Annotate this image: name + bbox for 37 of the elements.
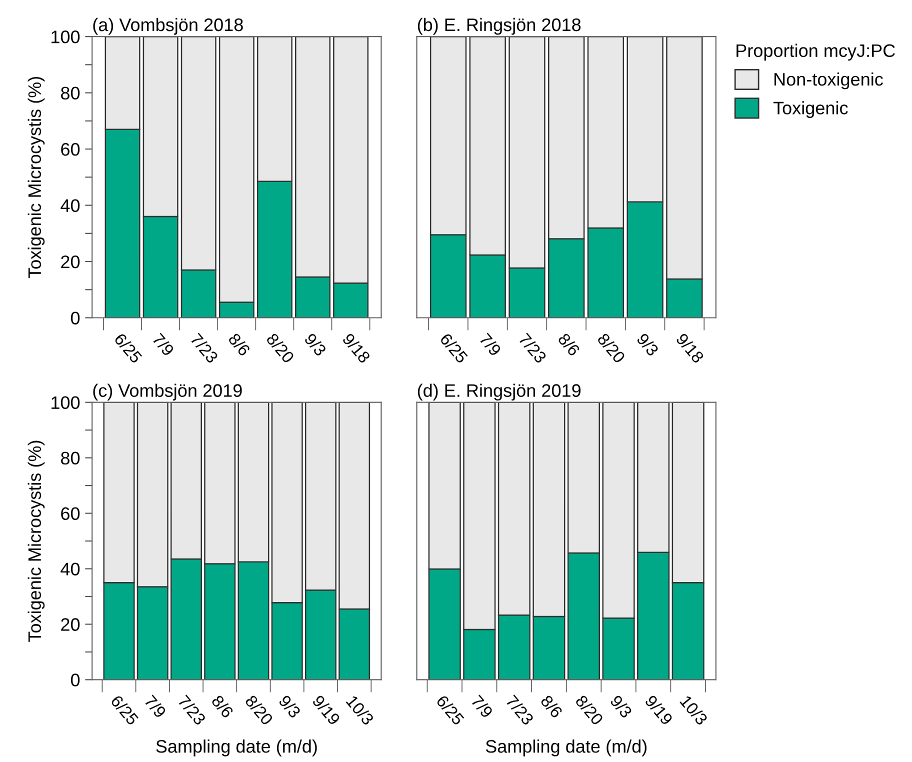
- y-tick-label: 60: [61, 142, 80, 156]
- chart-title: (b) E. Ringsjön 2018: [418, 18, 581, 35]
- x-tick-label: 7/9: [144, 694, 168, 719]
- x-axis-title: Sampling date (m/d): [156, 740, 317, 756]
- x-tick-label: 7/9: [152, 332, 175, 357]
- x-tick-label: 9/3: [304, 332, 328, 357]
- y-tick-label: 40: [60, 199, 80, 212]
- x-tick-label: 8/6: [557, 332, 581, 357]
- x-tick-label: 10/3: [680, 694, 708, 726]
- y-tick-label: 0: [70, 312, 80, 324]
- legend-label: Non-toxigenic: [774, 72, 883, 90]
- x-tick-label: 8/6: [210, 694, 234, 719]
- y-tick-label: 80: [61, 452, 80, 465]
- x-tick-label: 10/3: [346, 694, 375, 726]
- chart-title: (c) Vombsjön 2019: [93, 384, 242, 401]
- x-tick-label: 7/9: [470, 694, 494, 719]
- x-tick-label: 9/3: [278, 694, 302, 719]
- y-tick-label: 100: [52, 30, 80, 44]
- y-axis-title: Toxigenic Microcystis (%): [28, 76, 45, 278]
- y-tick-label: 20: [61, 618, 80, 631]
- y-tick-label: 40: [60, 562, 80, 576]
- legend-title: Proportion mcyJ:PC: [736, 44, 895, 61]
- y-tick-label: 60: [61, 507, 80, 520]
- x-tick-label: 9/3: [610, 694, 633, 719]
- x-axis-title: Sampling date (m/d): [486, 740, 647, 756]
- y-tick-label: 100: [52, 396, 80, 410]
- chart-title: (a) Vombsjön 2018: [93, 18, 243, 35]
- x-tick-label: 9/3: [636, 332, 660, 357]
- y-axis-title: Toxigenic Microcystis (%): [28, 440, 45, 642]
- x-tick-label: 8/6: [228, 332, 252, 357]
- y-tick-label: 80: [61, 86, 80, 100]
- legend-label: Toxigenic: [773, 101, 848, 118]
- x-tick-label: 7/9: [478, 332, 502, 357]
- y-tick-label: 20: [61, 255, 80, 268]
- x-tick-label: 8/6: [540, 694, 564, 719]
- chart-title: (d) E. Ringsjön 2019: [418, 384, 581, 401]
- y-tick-label: 0: [70, 674, 80, 686]
